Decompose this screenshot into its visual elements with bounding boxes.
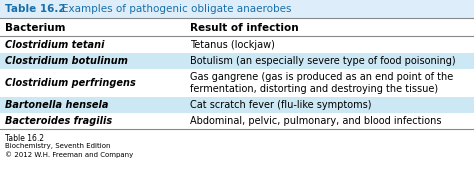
Text: Abdominal, pelvic, pulmonary, and blood infections: Abdominal, pelvic, pulmonary, and blood … <box>190 116 441 126</box>
Bar <box>0 0 474 18</box>
Bar <box>0 97 474 113</box>
Text: Bacteroides fragilis: Bacteroides fragilis <box>5 116 112 126</box>
Text: Biochemistry, Seventh Edition: Biochemistry, Seventh Edition <box>5 143 110 149</box>
Text: Clostridium tetani: Clostridium tetani <box>5 40 104 50</box>
Text: Result of infection: Result of infection <box>190 23 299 33</box>
Text: Bartonella hensela: Bartonella hensela <box>5 100 109 110</box>
Text: Tetanus (lockjaw): Tetanus (lockjaw) <box>190 40 275 50</box>
Text: Bacterium: Bacterium <box>5 23 65 33</box>
Text: Table 16.2: Table 16.2 <box>5 4 65 14</box>
Text: Cat scratch fever (flu-like symptoms): Cat scratch fever (flu-like symptoms) <box>190 100 372 110</box>
Bar <box>0 53 474 69</box>
Text: © 2012 W.H. Freeman and Company: © 2012 W.H. Freeman and Company <box>5 151 133 158</box>
Text: Gas gangrene (gas is produced as an end point of the: Gas gangrene (gas is produced as an end … <box>190 72 453 82</box>
Text: Botulism (an especially severe type of food poisoning): Botulism (an especially severe type of f… <box>190 56 456 66</box>
Text: Examples of pathogenic obligate anaerobes: Examples of pathogenic obligate anaerobe… <box>62 4 292 14</box>
Text: Clostridium botulinum: Clostridium botulinum <box>5 56 128 66</box>
Text: fermentation, distorting and destroying the tissue): fermentation, distorting and destroying … <box>190 84 438 94</box>
Text: Table 16.2: Table 16.2 <box>5 134 44 143</box>
Text: Clostridium perfringens: Clostridium perfringens <box>5 78 136 88</box>
